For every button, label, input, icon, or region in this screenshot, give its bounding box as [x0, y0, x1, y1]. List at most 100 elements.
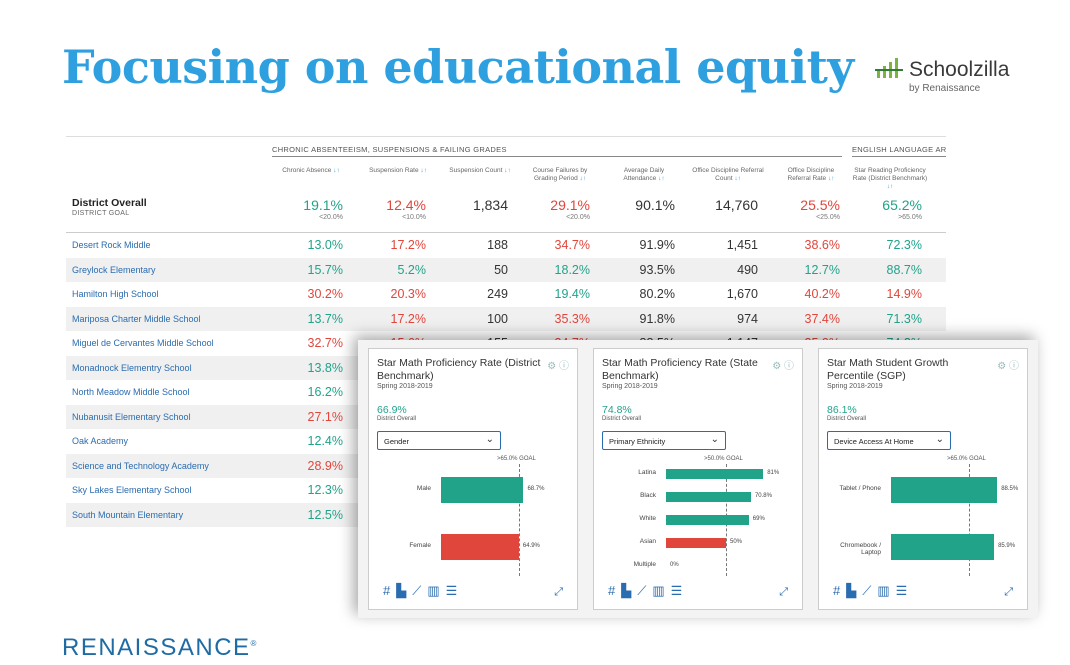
- table-cell: 188: [487, 238, 508, 252]
- table-row[interactable]: Greylock Elementary 15.7% 5.2% 50 18.2% 93.5%…: [66, 257, 946, 282]
- chevron-down-icon: ⌄: [935, 434, 944, 445]
- line-chart-icon[interactable]: ⟋: [412, 583, 428, 598]
- school-link[interactable]: Greylock Elementary: [72, 264, 156, 275]
- overall-value: 25.5%: [800, 197, 840, 213]
- goal-label: >65.0% GOAL: [497, 456, 536, 462]
- col-header[interactable]: Suspension Rate ↓↑: [369, 167, 427, 174]
- list-icon[interactable]: ☰: [445, 583, 464, 598]
- sort-icon: ↓↑: [579, 175, 587, 183]
- table-cell: 12.7%: [804, 262, 840, 277]
- school-link[interactable]: Sky Lakes Elementary School: [72, 485, 192, 495]
- table-cell: 18.2%: [554, 262, 590, 277]
- gear-icon[interactable]: ⚙: [997, 361, 1007, 372]
- table-row[interactable]: Mariposa Charter Middle School 13.7% 17.2%…: [66, 306, 946, 331]
- table-cell: 15.7%: [307, 262, 343, 277]
- line-chart-icon[interactable]: ⟋: [637, 583, 653, 598]
- school-link[interactable]: South Mountain Elementary: [72, 509, 184, 520]
- list-icon[interactable]: ☰: [670, 583, 689, 598]
- expand-icon[interactable]: ⤢: [1004, 586, 1013, 598]
- table-cell: 93.5%: [639, 262, 675, 277]
- col-header[interactable]: Suspension Count ↓↑: [449, 167, 511, 174]
- school-link[interactable]: Mariposa Charter Middle School: [72, 313, 201, 324]
- bar-chart-icon[interactable]: ▙: [846, 583, 863, 598]
- table-row[interactable]: North Meadow Middle School 16.2%: [66, 380, 946, 405]
- table-row[interactable]: Hamilton High School 30.2% 20.3% 249 19.4% 80…: [66, 282, 946, 307]
- table-cell: 490: [737, 262, 758, 277]
- line-chart-icon[interactable]: ⟋: [862, 583, 878, 598]
- info-icon[interactable]: ⓘ: [784, 361, 794, 372]
- school-link[interactable]: Oak Academy: [72, 436, 129, 446]
- table-row[interactable]: Oak Academy 12.4%: [66, 429, 946, 454]
- chart-card-district-benchmark[interactable]: Star Math Proficiency Rate (District Ben…: [368, 348, 578, 610]
- school-link[interactable]: Nubanusit Elementary School: [72, 411, 191, 422]
- bar-chart-icon[interactable]: ▙: [621, 583, 638, 598]
- table-icon[interactable]: #: [383, 583, 397, 598]
- info-icon[interactable]: ⓘ: [559, 361, 569, 372]
- goal-value: <10.0%: [402, 214, 426, 221]
- bar-chart-icon[interactable]: ▙: [396, 583, 413, 598]
- table-icon[interactable]: #: [833, 583, 847, 598]
- bar[interactable]: [441, 477, 524, 503]
- school-link[interactable]: Miguel de Cervantes Middle School: [72, 338, 214, 348]
- group-header-ela: ENGLISH LANGUAGE ARTS: [852, 145, 946, 157]
- overall-value: 14,760: [715, 197, 758, 213]
- chart-card-state-benchmark[interactable]: Star Math Proficiency Rate (State Benchm…: [593, 348, 803, 610]
- school-link[interactable]: Desert Rock Middle: [72, 240, 151, 250]
- info-icon[interactable]: ⓘ: [1009, 361, 1019, 372]
- table-row[interactable]: Desert Rock Middle 13.0% 17.2% 188 34.7% 91.9…: [66, 233, 946, 258]
- column-icon[interactable]: ▥: [877, 583, 896, 598]
- sort-icon: ↓↑: [827, 175, 835, 183]
- logo-sub: by Renaissance: [909, 83, 981, 94]
- card-value: 86.1%: [827, 404, 857, 416]
- school-link[interactable]: Science and Technology Academy: [72, 460, 209, 471]
- group-by-dropdown[interactable]: Gender ⌄: [377, 431, 501, 450]
- bar[interactable]: [891, 477, 998, 503]
- gear-icon[interactable]: ⚙: [547, 361, 557, 372]
- table-icon[interactable]: #: [608, 583, 622, 598]
- list-icon[interactable]: ☰: [895, 583, 914, 598]
- card-icons: ⚙ ⓘ: [547, 357, 569, 372]
- district-overall-row: District Overall DISTRICT GOAL 19.1% 12.…: [66, 193, 946, 233]
- chevron-down-icon: ⌄: [710, 434, 719, 445]
- table-cell: 16.2%: [307, 385, 343, 399]
- sort-icon: ↓↑: [420, 167, 427, 174]
- expand-icon[interactable]: ⤢: [554, 586, 563, 598]
- column-icon[interactable]: ▥: [427, 583, 446, 598]
- group-by-dropdown[interactable]: Device Access At Home ⌄: [827, 431, 951, 450]
- table-cell: 1,670: [726, 287, 758, 301]
- school-link[interactable]: North Meadow Middle School: [72, 387, 190, 397]
- col-header[interactable]: Course Failures by Grading Period ↓↑: [532, 167, 588, 183]
- sort-icon: ↓↑: [333, 167, 340, 174]
- school-link[interactable]: Monadnock Elementry School: [72, 362, 192, 373]
- table-cell: 71.3%: [886, 311, 922, 326]
- chart-card-sgp[interactable]: Star Math Student Growth Percentile (SGP…: [818, 348, 1028, 610]
- bar[interactable]: [441, 534, 519, 560]
- bar[interactable]: [666, 538, 726, 548]
- bar[interactable]: [666, 515, 749, 525]
- goal-value: <25.0%: [816, 214, 840, 221]
- col-header[interactable]: Average Daily Attendance ↓↑: [623, 167, 665, 183]
- bar-value: 69%: [752, 516, 765, 522]
- expand-icon[interactable]: ⤢: [779, 586, 788, 598]
- school-link[interactable]: Hamilton High School: [72, 289, 159, 299]
- bar-value: 70.8%: [754, 493, 772, 499]
- bar[interactable]: [891, 534, 995, 560]
- card-date: Spring 2018-2019: [377, 383, 433, 390]
- column-icon[interactable]: ▥: [652, 583, 671, 598]
- table-cell: 91.8%: [639, 311, 675, 326]
- col-header[interactable]: Chronic Absence ↓↑: [282, 167, 340, 174]
- logo-name: Schoolzilla: [909, 58, 1010, 81]
- table-cell: 5.2%: [397, 262, 427, 277]
- bar-label: Chromebook / Laptop: [840, 542, 881, 556]
- bar[interactable]: [666, 492, 751, 502]
- gear-icon[interactable]: ⚙: [772, 361, 782, 372]
- table-cell: 12.4%: [307, 434, 343, 448]
- col-header[interactable]: Office Discipline Referral Count ↓↑: [692, 167, 764, 183]
- bar[interactable]: [666, 469, 764, 479]
- col-header[interactable]: Office Discipline Referral Rate ↓↑: [787, 167, 835, 183]
- table-row[interactable]: Sky Lakes Elementary School 12.3%: [66, 478, 946, 503]
- slide-title: Focusing on educational equity: [62, 40, 854, 94]
- sort-icon: ↓↑: [886, 183, 894, 191]
- group-by-dropdown[interactable]: Primary Ethnicity ⌄: [602, 431, 726, 450]
- col-header[interactable]: Star Reading Proficiency Rate (District …: [852, 167, 928, 191]
